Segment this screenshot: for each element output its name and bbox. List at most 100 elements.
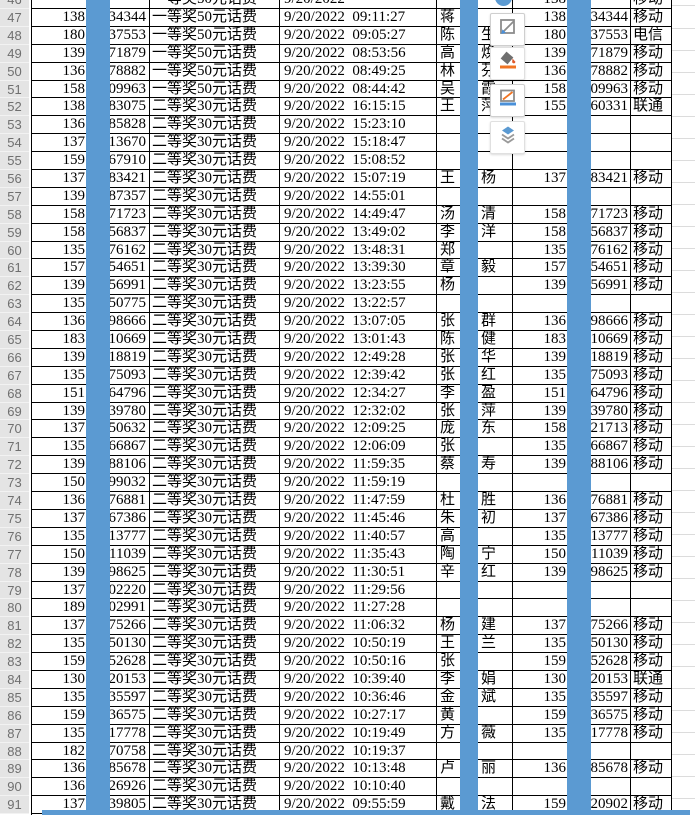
carrier-cell[interactable]: 移动: [631, 492, 672, 510]
datetime-cell[interactable]: 9/20/2022 10:13:48: [280, 760, 437, 779]
datetime-cell[interactable]: 9/20/2022 13:22:57: [280, 295, 437, 314]
prize-cell[interactable]: 二等奖30元话费: [150, 241, 280, 260]
prize-cell[interactable]: 二等奖30元话费: [150, 295, 280, 314]
datetime-cell[interactable]: 9/20/2022 12:39:42: [280, 366, 437, 385]
datetime-cell[interactable]: 9/20/2022 10:50:19: [280, 635, 437, 654]
datetime-cell[interactable]: 9/20/2022 09:05:27: [280, 26, 437, 45]
prize-cell[interactable]: 一等奖50元话费: [150, 80, 280, 99]
row-number-cell[interactable]: 50: [0, 62, 29, 81]
row-number-cell[interactable]: 51: [0, 80, 29, 99]
row-number-cell[interactable]: 61: [0, 259, 29, 278]
name-cell[interactable]: 王兰: [437, 635, 513, 654]
phone-a-cell[interactable]: 158 09963: [32, 80, 150, 99]
carrier-cell[interactable]: 移动: [631, 706, 672, 725]
datetime-cell[interactable]: 9/20/2022 15:07:19: [280, 170, 437, 188]
row-number-cell[interactable]: 58: [0, 205, 29, 224]
prize-cell[interactable]: 二等奖30元话费: [150, 670, 280, 689]
prize-cell[interactable]: 二等奖30元话费: [150, 170, 280, 188]
carrier-cell[interactable]: 移动: [631, 635, 672, 654]
prize-cell[interactable]: 一等奖50元话费: [150, 44, 280, 63]
datetime-cell[interactable]: 9/20/2022 11:29:56: [280, 581, 437, 600]
datetime-cell[interactable]: 9/20/2022 12:06:09: [280, 438, 437, 457]
carrier-cell[interactable]: [631, 187, 672, 206]
datetime-cell[interactable]: 9/20/2022 13:49:02: [280, 223, 437, 242]
datetime-cell[interactable]: 9/20/2022 11:47:59: [280, 492, 437, 510]
carrier-cell[interactable]: 移动: [631, 760, 672, 779]
carrier-cell[interactable]: 移动: [631, 9, 672, 27]
datetime-cell[interactable]: 9/20/2022 15:18:47: [280, 134, 437, 153]
style-pen-button[interactable]: [490, 13, 525, 46]
prize-cell[interactable]: 二等奖30元话费: [150, 778, 280, 797]
datetime-cell[interactable]: 9/20/2022 13:23:55: [280, 277, 437, 296]
row-number-cell[interactable]: 72: [0, 456, 29, 475]
row-number-cell[interactable]: 89: [0, 760, 29, 779]
row-number-cell[interactable]: 88: [0, 742, 29, 761]
carrier-cell[interactable]: [631, 778, 672, 797]
prize-cell[interactable]: 二等奖30元话费: [150, 313, 280, 332]
prize-cell[interactable]: 二等奖30元话费: [150, 474, 280, 493]
row-number-cell[interactable]: 85: [0, 688, 29, 707]
carrier-cell[interactable]: 移动: [631, 456, 672, 475]
carrier-cell[interactable]: [631, 116, 672, 135]
prize-cell[interactable]: 二等奖30元话费: [150, 653, 280, 671]
carrier-cell[interactable]: 移动: [631, 170, 672, 188]
carrier-cell[interactable]: 移动: [631, 44, 672, 63]
prize-cell[interactable]: 二等奖30元话费: [150, 98, 280, 117]
datetime-cell[interactable]: 9/20/2022 13:07:05: [280, 313, 437, 332]
datetime-cell[interactable]: 9/20/2022 12:09:25: [280, 420, 437, 439]
row-number-cell[interactable]: 74: [0, 492, 29, 510]
row-number-cell[interactable]: 91: [0, 796, 29, 815]
row-number-cell[interactable]: 75: [0, 509, 29, 528]
row-number-cell[interactable]: 46: [0, 0, 29, 9]
datetime-cell[interactable]: 9/20/2022 10:50:16: [280, 653, 437, 671]
prize-cell[interactable]: 二等奖30元话费: [150, 331, 280, 349]
prize-cell[interactable]: 二等奖30元话费: [150, 456, 280, 475]
carrier-cell[interactable]: 移动: [631, 241, 672, 260]
datetime-cell[interactable]: 9/20/2022 13:01:43: [280, 331, 437, 349]
prize-cell[interactable]: 二等奖30元话费: [150, 134, 280, 153]
prize-cell[interactable]: 二等奖30元话费: [150, 259, 280, 278]
carrier-cell[interactable]: 移动: [631, 223, 672, 242]
row-number-cell[interactable]: 55: [0, 152, 29, 171]
row-number-cell[interactable]: 76: [0, 527, 29, 546]
row-number-cell[interactable]: 69: [0, 402, 29, 421]
datetime-cell[interactable]: 9/20/2022 09:11:27: [280, 9, 437, 27]
phone-b-cell[interactable]: 136 85678: [513, 760, 631, 779]
fill-color-button[interactable]: [490, 47, 525, 80]
row-number-cell[interactable]: 86: [0, 706, 29, 725]
prize-cell[interactable]: 二等奖30元话费: [150, 617, 280, 636]
datetime-cell[interactable]: 9/20/2022 10:39:40: [280, 670, 437, 689]
prize-cell[interactable]: 二等奖30元话费: [150, 205, 280, 224]
datetime-cell[interactable]: 9/20/2022 10:36:46: [280, 688, 437, 707]
row-number-cell[interactable]: 59: [0, 223, 29, 242]
phone-a-cell[interactable]: 137 02220: [32, 581, 150, 600]
row-number-cell[interactable]: 52: [0, 98, 29, 117]
carrier-cell[interactable]: [631, 152, 672, 171]
row-number-cell[interactable]: 63: [0, 295, 29, 314]
row-number-cell[interactable]: 71: [0, 438, 29, 457]
carrier-cell[interactable]: [631, 581, 672, 600]
phone-b-cell[interactable]: 155 60331: [513, 98, 631, 117]
row-number-cell[interactable]: 48: [0, 26, 29, 45]
row-number-cell[interactable]: 67: [0, 366, 29, 385]
carrier-cell[interactable]: 联通: [631, 98, 672, 117]
prize-cell[interactable]: 二等奖30元话费: [150, 420, 280, 439]
row-number-cell[interactable]: 70: [0, 420, 29, 439]
row-number-cell[interactable]: 73: [0, 474, 29, 493]
carrier-cell[interactable]: 移动: [631, 80, 672, 99]
datetime-cell[interactable]: 9/20/2022 12:32:02: [280, 402, 437, 421]
datetime-cell[interactable]: 9/20/2022 13:48:31: [280, 241, 437, 260]
prize-cell[interactable]: 二等奖30元话费: [150, 492, 280, 510]
carrier-cell[interactable]: 移动: [631, 259, 672, 278]
prize-cell[interactable]: 一等奖50元话费: [150, 9, 280, 27]
datetime-cell[interactable]: 9/20/2022 09:55:59: [280, 796, 437, 815]
datetime-cell[interactable]: 9/20/2022: [280, 0, 437, 9]
row-number-cell[interactable]: 83: [0, 653, 29, 671]
datetime-cell[interactable]: 9/20/2022 11:45:46: [280, 509, 437, 528]
row-number-cell[interactable]: 82: [0, 635, 29, 654]
datetime-cell[interactable]: 9/20/2022 11:27:28: [280, 599, 437, 618]
prize-cell[interactable]: 二等奖30元话费: [150, 223, 280, 242]
prize-cell[interactable]: 二等奖30元话费: [150, 402, 280, 421]
prize-cell[interactable]: 二等奖30元话费: [150, 152, 280, 171]
prize-cell[interactable]: 二等奖30元话费: [150, 688, 280, 707]
